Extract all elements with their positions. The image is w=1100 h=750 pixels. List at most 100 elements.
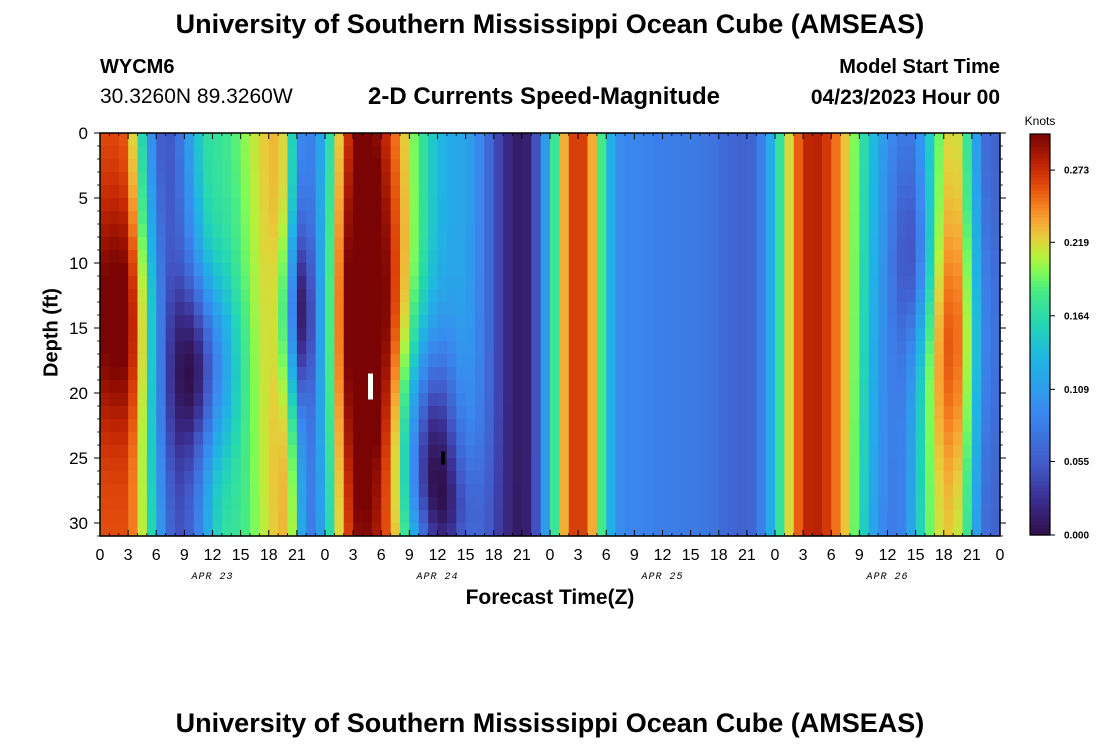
- heatmap-cell: [221, 367, 232, 381]
- heatmap-cell: [146, 523, 157, 537]
- heatmap-cell: [287, 341, 298, 355]
- colorbar-segment: [1030, 250, 1050, 255]
- heatmap-cell: [887, 523, 898, 537]
- heatmap-cell: [568, 471, 579, 485]
- heatmap-cell: [981, 224, 992, 238]
- heatmap-cell: [493, 172, 504, 186]
- heatmap-cell: [109, 445, 120, 459]
- heatmap-cell: [315, 302, 326, 316]
- heatmap-cell: [728, 224, 739, 238]
- heatmap-cell: [540, 523, 551, 537]
- heatmap-cell: [859, 367, 870, 381]
- heatmap-cell: [512, 367, 523, 381]
- heatmap-cell: [381, 497, 392, 511]
- heatmap-cell: [700, 237, 710, 251]
- heatmap-cell: [250, 393, 260, 407]
- heatmap-cell: [671, 198, 682, 212]
- heatmap-cell: [334, 523, 345, 537]
- heatmap-cell: [203, 328, 214, 342]
- heatmap-cell: [503, 328, 514, 342]
- heatmap-cell: [821, 471, 832, 485]
- heatmap-cell: [203, 159, 214, 173]
- heatmap-cell: [193, 198, 204, 212]
- heatmap-cell: [184, 263, 195, 277]
- colorbar-segment: [1030, 377, 1050, 382]
- heatmap-cell: [334, 211, 345, 225]
- heatmap-cell: [953, 211, 964, 225]
- heatmap-cell: [568, 393, 579, 407]
- heatmap-cell: [634, 237, 645, 251]
- heatmap-cell: [475, 510, 485, 524]
- heatmap-cell: [896, 289, 907, 303]
- heatmap-cell: [362, 523, 373, 537]
- heatmap-cell: [596, 354, 607, 368]
- heatmap-cell: [681, 133, 692, 147]
- heatmap-cell: [109, 406, 120, 420]
- heatmap-cell: [175, 250, 185, 264]
- heatmap-cell: [165, 523, 176, 537]
- heatmap-cell: [981, 263, 992, 277]
- heatmap-cell: [165, 211, 176, 225]
- heatmap-cell: [334, 432, 345, 446]
- heatmap-cell: [156, 523, 167, 537]
- heatmap-cell: [746, 484, 757, 498]
- heatmap-cell: [540, 510, 551, 524]
- heatmap-cell: [803, 276, 814, 290]
- heatmap-cell: [953, 276, 964, 290]
- heatmap-cell: [259, 354, 270, 368]
- heatmap-cell: [306, 198, 317, 212]
- heatmap-cell: [550, 159, 560, 173]
- heatmap-cell: [109, 393, 120, 407]
- heatmap-cell: [203, 185, 214, 199]
- heatmap-cell: [437, 250, 448, 264]
- heatmap-cell: [690, 419, 701, 433]
- heatmap-cell: [521, 263, 532, 277]
- heatmap-cell: [878, 380, 889, 394]
- heatmap-cell: [550, 237, 560, 251]
- heatmap-cell: [587, 458, 598, 472]
- heatmap-cell: [287, 393, 298, 407]
- heatmap-cell: [681, 497, 692, 511]
- heatmap-cell: [709, 471, 720, 485]
- heatmap-cell: [859, 211, 870, 225]
- heatmap-cell: [775, 523, 785, 537]
- heatmap-cell: [775, 133, 785, 147]
- heatmap-cell: [915, 510, 926, 524]
- heatmap-cell: [353, 510, 364, 524]
- heatmap-cell: [643, 510, 654, 524]
- heatmap-cell: [465, 406, 476, 420]
- heatmap-cell: [812, 159, 823, 173]
- heatmap-cell: [990, 224, 1001, 238]
- heatmap-cell: [184, 172, 195, 186]
- heatmap-cell: [371, 185, 382, 199]
- heatmap-cell: [831, 211, 842, 225]
- colorbar-segment: [1030, 237, 1050, 242]
- heatmap-cell: [156, 484, 167, 498]
- heatmap-cell: [775, 510, 785, 524]
- heatmap-cell: [568, 276, 579, 290]
- heatmap-cell: [353, 198, 364, 212]
- heatmap-cell: [990, 185, 1001, 199]
- heatmap-cell: [353, 484, 364, 498]
- colorbar-segment: [1030, 414, 1050, 419]
- heatmap-cell: [840, 250, 851, 264]
- heatmap-cell: [971, 367, 982, 381]
- heatmap-cell: [325, 367, 335, 381]
- heatmap-cell: [653, 510, 664, 524]
- heatmap-cell: [653, 367, 664, 381]
- heatmap-cell: [784, 146, 795, 160]
- heatmap-cell: [718, 445, 729, 459]
- heatmap-cell: [118, 185, 129, 199]
- heatmap-cell: [212, 276, 223, 290]
- heatmap-cell: [240, 146, 251, 160]
- heatmap-cell: [418, 380, 429, 394]
- heatmap-cell: [484, 250, 495, 264]
- heatmap-cell: [681, 471, 692, 485]
- heatmap-cell: [306, 185, 317, 199]
- heatmap-cell: [578, 406, 589, 420]
- heatmap-cell: [390, 224, 401, 238]
- heatmap-cell: [493, 419, 504, 433]
- heatmap-cell: [456, 224, 467, 238]
- heatmap-cell: [709, 328, 720, 342]
- heatmap-cell: [625, 146, 635, 160]
